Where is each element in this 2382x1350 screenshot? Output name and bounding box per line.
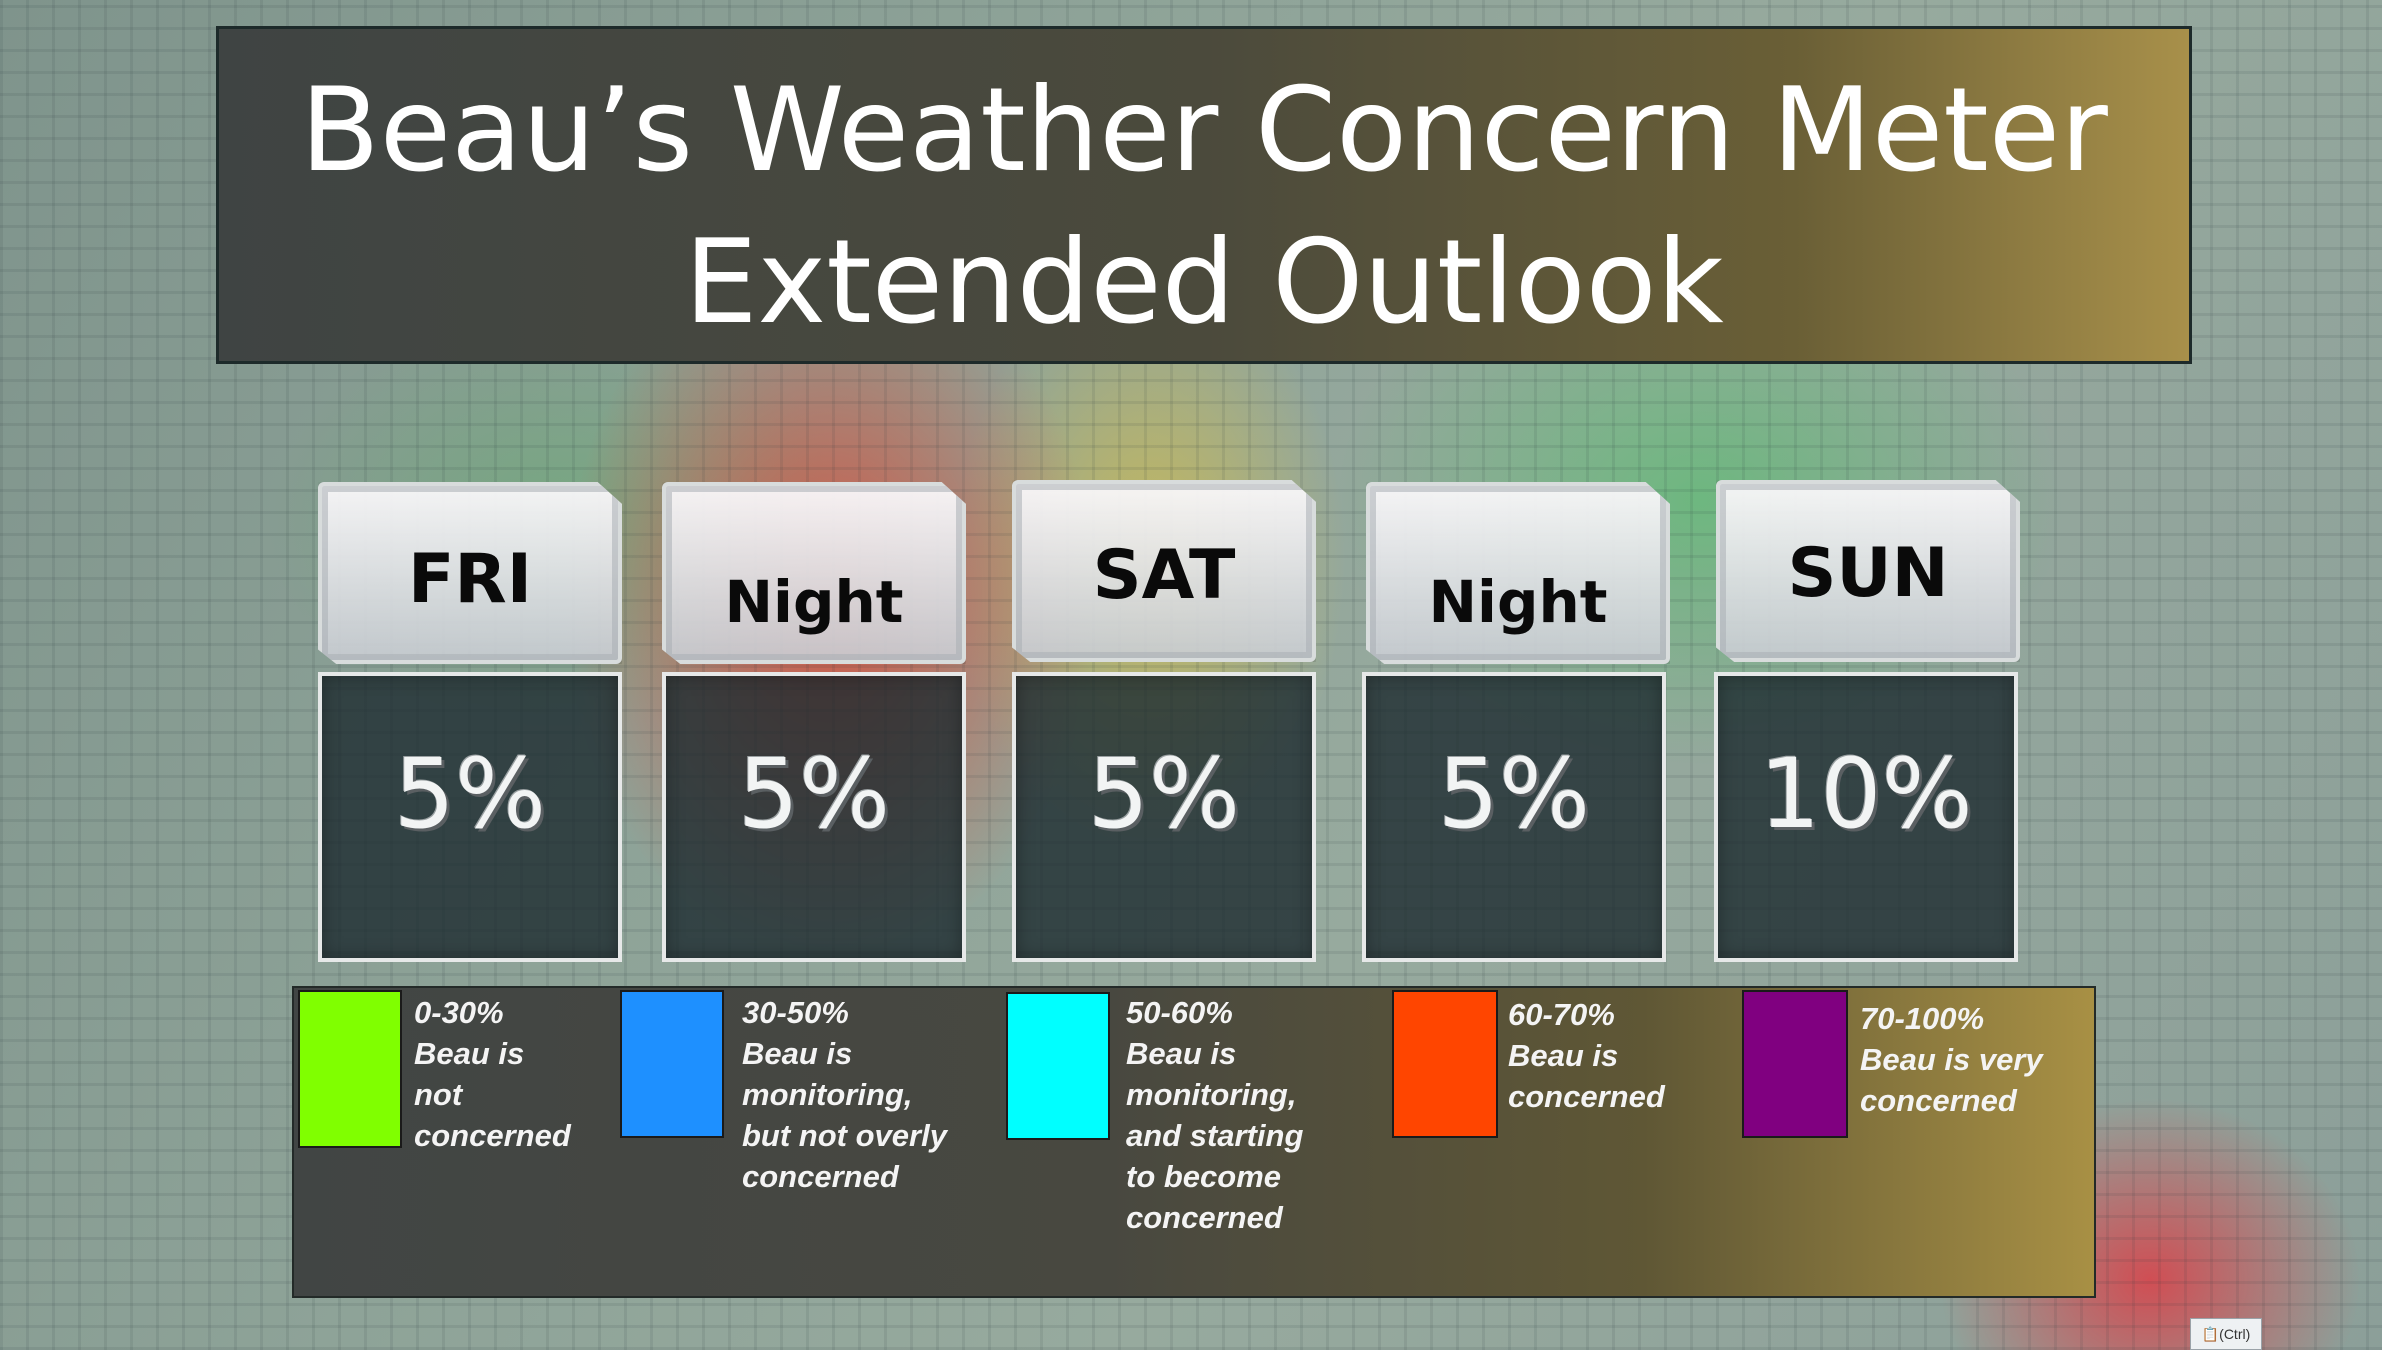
legend-swatch-orange — [1392, 990, 1498, 1138]
day-tab-sat-night: Night — [1366, 482, 1670, 664]
legend-line: concerned — [1860, 1083, 2017, 1118]
legend-line: Beau is — [1508, 1038, 1619, 1073]
legend-line: to become — [1126, 1159, 1282, 1194]
concern-percent: 10% — [1759, 738, 1973, 850]
legend-swatch-purple — [1742, 990, 1848, 1138]
concern-value-sun: 10% — [1714, 672, 2018, 962]
day-label: Night — [724, 568, 904, 636]
clipboard-icon: 📋 — [2201, 1326, 2220, 1342]
legend-range: 60-70% — [1508, 997, 1615, 1032]
legend-item-0-30: 0-30% Beau is not concerned — [414, 992, 571, 1156]
concern-percent: 5% — [1087, 738, 1241, 850]
legend-range: 30-50% — [742, 995, 849, 1030]
legend-range: 70-100% — [1860, 1001, 1985, 1036]
legend-swatch-blue — [620, 990, 724, 1138]
day-tab-sat: SAT — [1012, 480, 1316, 662]
concern-value-fri: 5% — [318, 672, 622, 962]
paste-options-button[interactable]: 📋(Ctrl) — [2190, 1318, 2262, 1350]
legend-range: 50-60% — [1126, 995, 1233, 1030]
concern-percent: 5% — [393, 738, 547, 850]
legend-line: concerned — [1508, 1079, 1665, 1114]
day-tab-fri: FRI — [318, 482, 622, 664]
title-line-2: Extended Outlook — [684, 215, 1724, 350]
day-label: SAT — [1092, 536, 1236, 615]
day-tab-fri-night: Night — [662, 482, 966, 664]
day-tab-sun: SUN — [1716, 480, 2020, 662]
legend-line: concerned — [742, 1159, 899, 1194]
title-line-1: Beau’s Weather Concern Meter — [300, 63, 2108, 198]
concern-value-fri-night: 5% — [662, 672, 966, 962]
legend-line: Beau is — [742, 1036, 853, 1071]
day-label: SUN — [1787, 534, 1949, 613]
concern-legend: 0-30% Beau is not concerned 30-50% Beau … — [292, 986, 2096, 1298]
legend-swatch-cyan — [1006, 992, 1110, 1140]
concern-percent: 5% — [737, 738, 891, 850]
day-label: Night — [1428, 568, 1608, 636]
concern-value-sat-night: 5% — [1362, 672, 1666, 962]
legend-line: concerned — [1126, 1200, 1283, 1235]
title-banner: Beau’s Weather Concern Meter Extended Ou… — [216, 26, 2192, 364]
day-label: FRI — [407, 540, 533, 619]
legend-line: and starting — [1126, 1118, 1304, 1153]
legend-line: not — [414, 1077, 463, 1112]
legend-item-70-100: 70-100% Beau is very concerned — [1860, 998, 2043, 1121]
legend-line: Beau is very — [1860, 1042, 2043, 1077]
legend-range: 0-30% — [414, 995, 504, 1030]
legend-swatch-green — [298, 990, 402, 1148]
legend-line: Beau is — [1126, 1036, 1237, 1071]
concern-value-sat: 5% — [1012, 672, 1316, 962]
legend-line: monitoring, — [742, 1077, 913, 1112]
legend-item-50-60: 50-60% Beau is monitoring, and starting … — [1126, 992, 1303, 1238]
legend-line: concerned — [414, 1118, 571, 1153]
legend-line: Beau is — [414, 1036, 525, 1071]
legend-item-30-50: 30-50% Beau is monitoring, but not overl… — [742, 992, 947, 1197]
legend-line: monitoring, — [1126, 1077, 1297, 1112]
concern-percent: 5% — [1437, 738, 1591, 850]
legend-item-60-70: 60-70% Beau is concerned — [1508, 994, 1665, 1117]
legend-line: but not overly — [742, 1118, 947, 1153]
paste-options-label: (Ctrl) — [2219, 1326, 2251, 1342]
